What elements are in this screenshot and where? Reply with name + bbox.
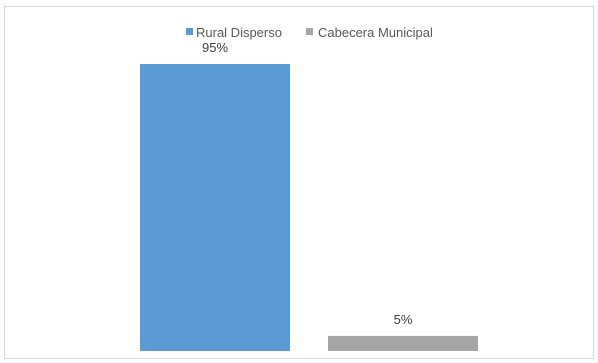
bar-0 <box>140 64 290 351</box>
data-labels: 95% 5% <box>202 40 413 327</box>
data-label-1: 5% <box>394 312 413 327</box>
bars <box>140 64 478 351</box>
legend-label-0: Rural Disperso <box>196 25 282 40</box>
legend: Rural Disperso Cabecera Municipal <box>186 25 433 40</box>
legend-swatch-0 <box>186 28 193 35</box>
legend-swatch-1 <box>306 28 313 35</box>
bar-1 <box>328 335 478 351</box>
legend-label-1: Cabecera Municipal <box>318 25 433 40</box>
chart-frame <box>4 6 594 359</box>
data-label-0: 95% <box>202 40 228 55</box>
